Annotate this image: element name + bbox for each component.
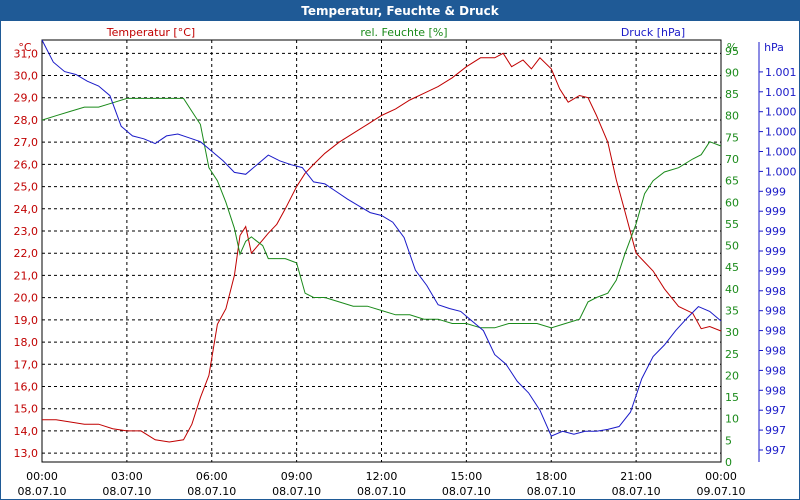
pressure-tick-label: 999 <box>765 225 786 238</box>
pressure-tick-label: 1.000 <box>765 126 797 139</box>
pressure-tick-label: 1.001 <box>765 86 797 99</box>
pressure-tick-label: 997 <box>765 424 786 437</box>
humidity-tick-label: 60 <box>725 196 739 209</box>
pressure-tick-label: 998 <box>765 325 786 338</box>
x-tick-time: 12:00 <box>366 470 398 483</box>
x-tick-date: 08.07.10 <box>357 485 406 498</box>
temp-tick-label: 30,0 <box>14 70 39 83</box>
pressure-tick-label: 998 <box>765 305 786 318</box>
humidity-tick-label: 85 <box>725 88 739 101</box>
x-tick-date: 09.07.10 <box>697 485 746 498</box>
temp-tick-label: 23,0 <box>14 225 39 238</box>
humidity-tick-label: 80 <box>725 110 739 123</box>
humidity-tick-label: 90 <box>725 66 739 79</box>
pressure-tick-label: 999 <box>765 265 786 278</box>
x-tick-time: 21:00 <box>620 470 652 483</box>
temp-tick-label: 19,0 <box>14 314 39 327</box>
x-tick-time: 15:00 <box>451 470 483 483</box>
pressure-tick-label: 998 <box>765 364 786 377</box>
temp-legend: Temperatur [°C] <box>106 26 195 39</box>
humidity-tick-label: 15 <box>725 391 739 404</box>
humidity-tick-label: 30 <box>725 326 739 339</box>
pressure-tick-label: 998 <box>765 384 786 397</box>
humidity-tick-label: 0 <box>725 456 732 469</box>
pressure-tick-label: 999 <box>765 205 786 218</box>
humidity-tick-label: 35 <box>725 305 739 318</box>
humidity-tick-label: 5 <box>725 434 732 447</box>
humidity-tick-label: 25 <box>725 348 739 361</box>
pressure-legend: Druck [hPa] <box>621 26 685 39</box>
humidity-tick-label: 75 <box>725 131 739 144</box>
temperature-line <box>42 52 722 443</box>
temp-tick-label: 26,0 <box>14 158 39 171</box>
temp-tick-label: 13,0 <box>14 447 39 460</box>
pressure-line <box>41 39 722 437</box>
humidity-tick-label: 10 <box>725 413 739 426</box>
temp-tick-label: 16,0 <box>14 380 39 393</box>
x-tick-date: 08.07.10 <box>442 485 491 498</box>
temp-tick-label: 31,0 <box>14 47 39 60</box>
temp-tick-label: 28,0 <box>14 114 39 127</box>
x-tick-date: 08.07.10 <box>187 485 236 498</box>
x-tick-time: 06:00 <box>196 470 228 483</box>
humidity-line <box>41 97 722 329</box>
pressure-tick-label: 1.000 <box>765 106 797 119</box>
humidity-axis-unit: % <box>727 41 737 54</box>
humidity-tick-label: 55 <box>725 218 739 231</box>
pressure-tick-label: 998 <box>765 345 786 358</box>
temp-tick-label: 29,0 <box>14 92 39 105</box>
humidity-tick-label: 40 <box>725 283 739 296</box>
x-tick-date: 08.07.10 <box>527 485 576 498</box>
pressure-tick-label: 999 <box>765 245 786 258</box>
chart-title: Temperatur, Feuchte & Druck <box>1 1 799 21</box>
x-tick-date: 08.07.10 <box>102 485 151 498</box>
humidity-tick-label: 65 <box>725 175 739 188</box>
humidity-legend: rel. Feuchte [%] <box>360 26 447 39</box>
temp-tick-label: 21,0 <box>14 269 39 282</box>
humidity-tick-label: 70 <box>725 153 739 166</box>
x-tick-date: 08.07.10 <box>18 485 67 498</box>
temp-tick-label: 27,0 <box>14 136 39 149</box>
temp-tick-label: 25,0 <box>14 181 39 194</box>
x-tick-time: 00:00 <box>26 470 58 483</box>
humidity-tick-label: 20 <box>725 369 739 382</box>
pressure-tick-label: 997 <box>765 404 786 417</box>
temp-tick-label: 20,0 <box>14 292 39 305</box>
temp-tick-label: 17,0 <box>14 358 39 371</box>
temp-tick-label: 22,0 <box>14 247 39 260</box>
pressure-tick-label: 998 <box>765 285 786 298</box>
temp-tick-label: 14,0 <box>14 425 39 438</box>
x-tick-time: 09:00 <box>281 470 313 483</box>
temp-axis-unit: °C <box>18 41 32 54</box>
x-tick-date: 08.07.10 <box>612 485 661 498</box>
pressure-tick-label: 1.000 <box>765 146 797 159</box>
pressure-tick-label: 997 <box>765 444 786 457</box>
x-tick-time: 00:00 <box>705 470 737 483</box>
x-tick-date: 08.07.10 <box>272 485 321 498</box>
pressure-tick-label: 1.000 <box>765 165 797 178</box>
temp-tick-label: 15,0 <box>14 403 39 416</box>
temp-tick-label: 18,0 <box>14 336 39 349</box>
pressure-axis-unit: hPa <box>764 41 784 54</box>
temp-tick-label: 24,0 <box>14 203 39 216</box>
x-tick-time: 18:00 <box>535 470 567 483</box>
x-tick-time: 03:00 <box>111 470 143 483</box>
humidity-tick-label: 95 <box>725 45 739 58</box>
pressure-tick-label: 1.001 <box>765 66 797 79</box>
humidity-tick-label: 45 <box>725 261 739 274</box>
humidity-tick-label: 50 <box>725 240 739 253</box>
pressure-tick-label: 999 <box>765 185 786 198</box>
